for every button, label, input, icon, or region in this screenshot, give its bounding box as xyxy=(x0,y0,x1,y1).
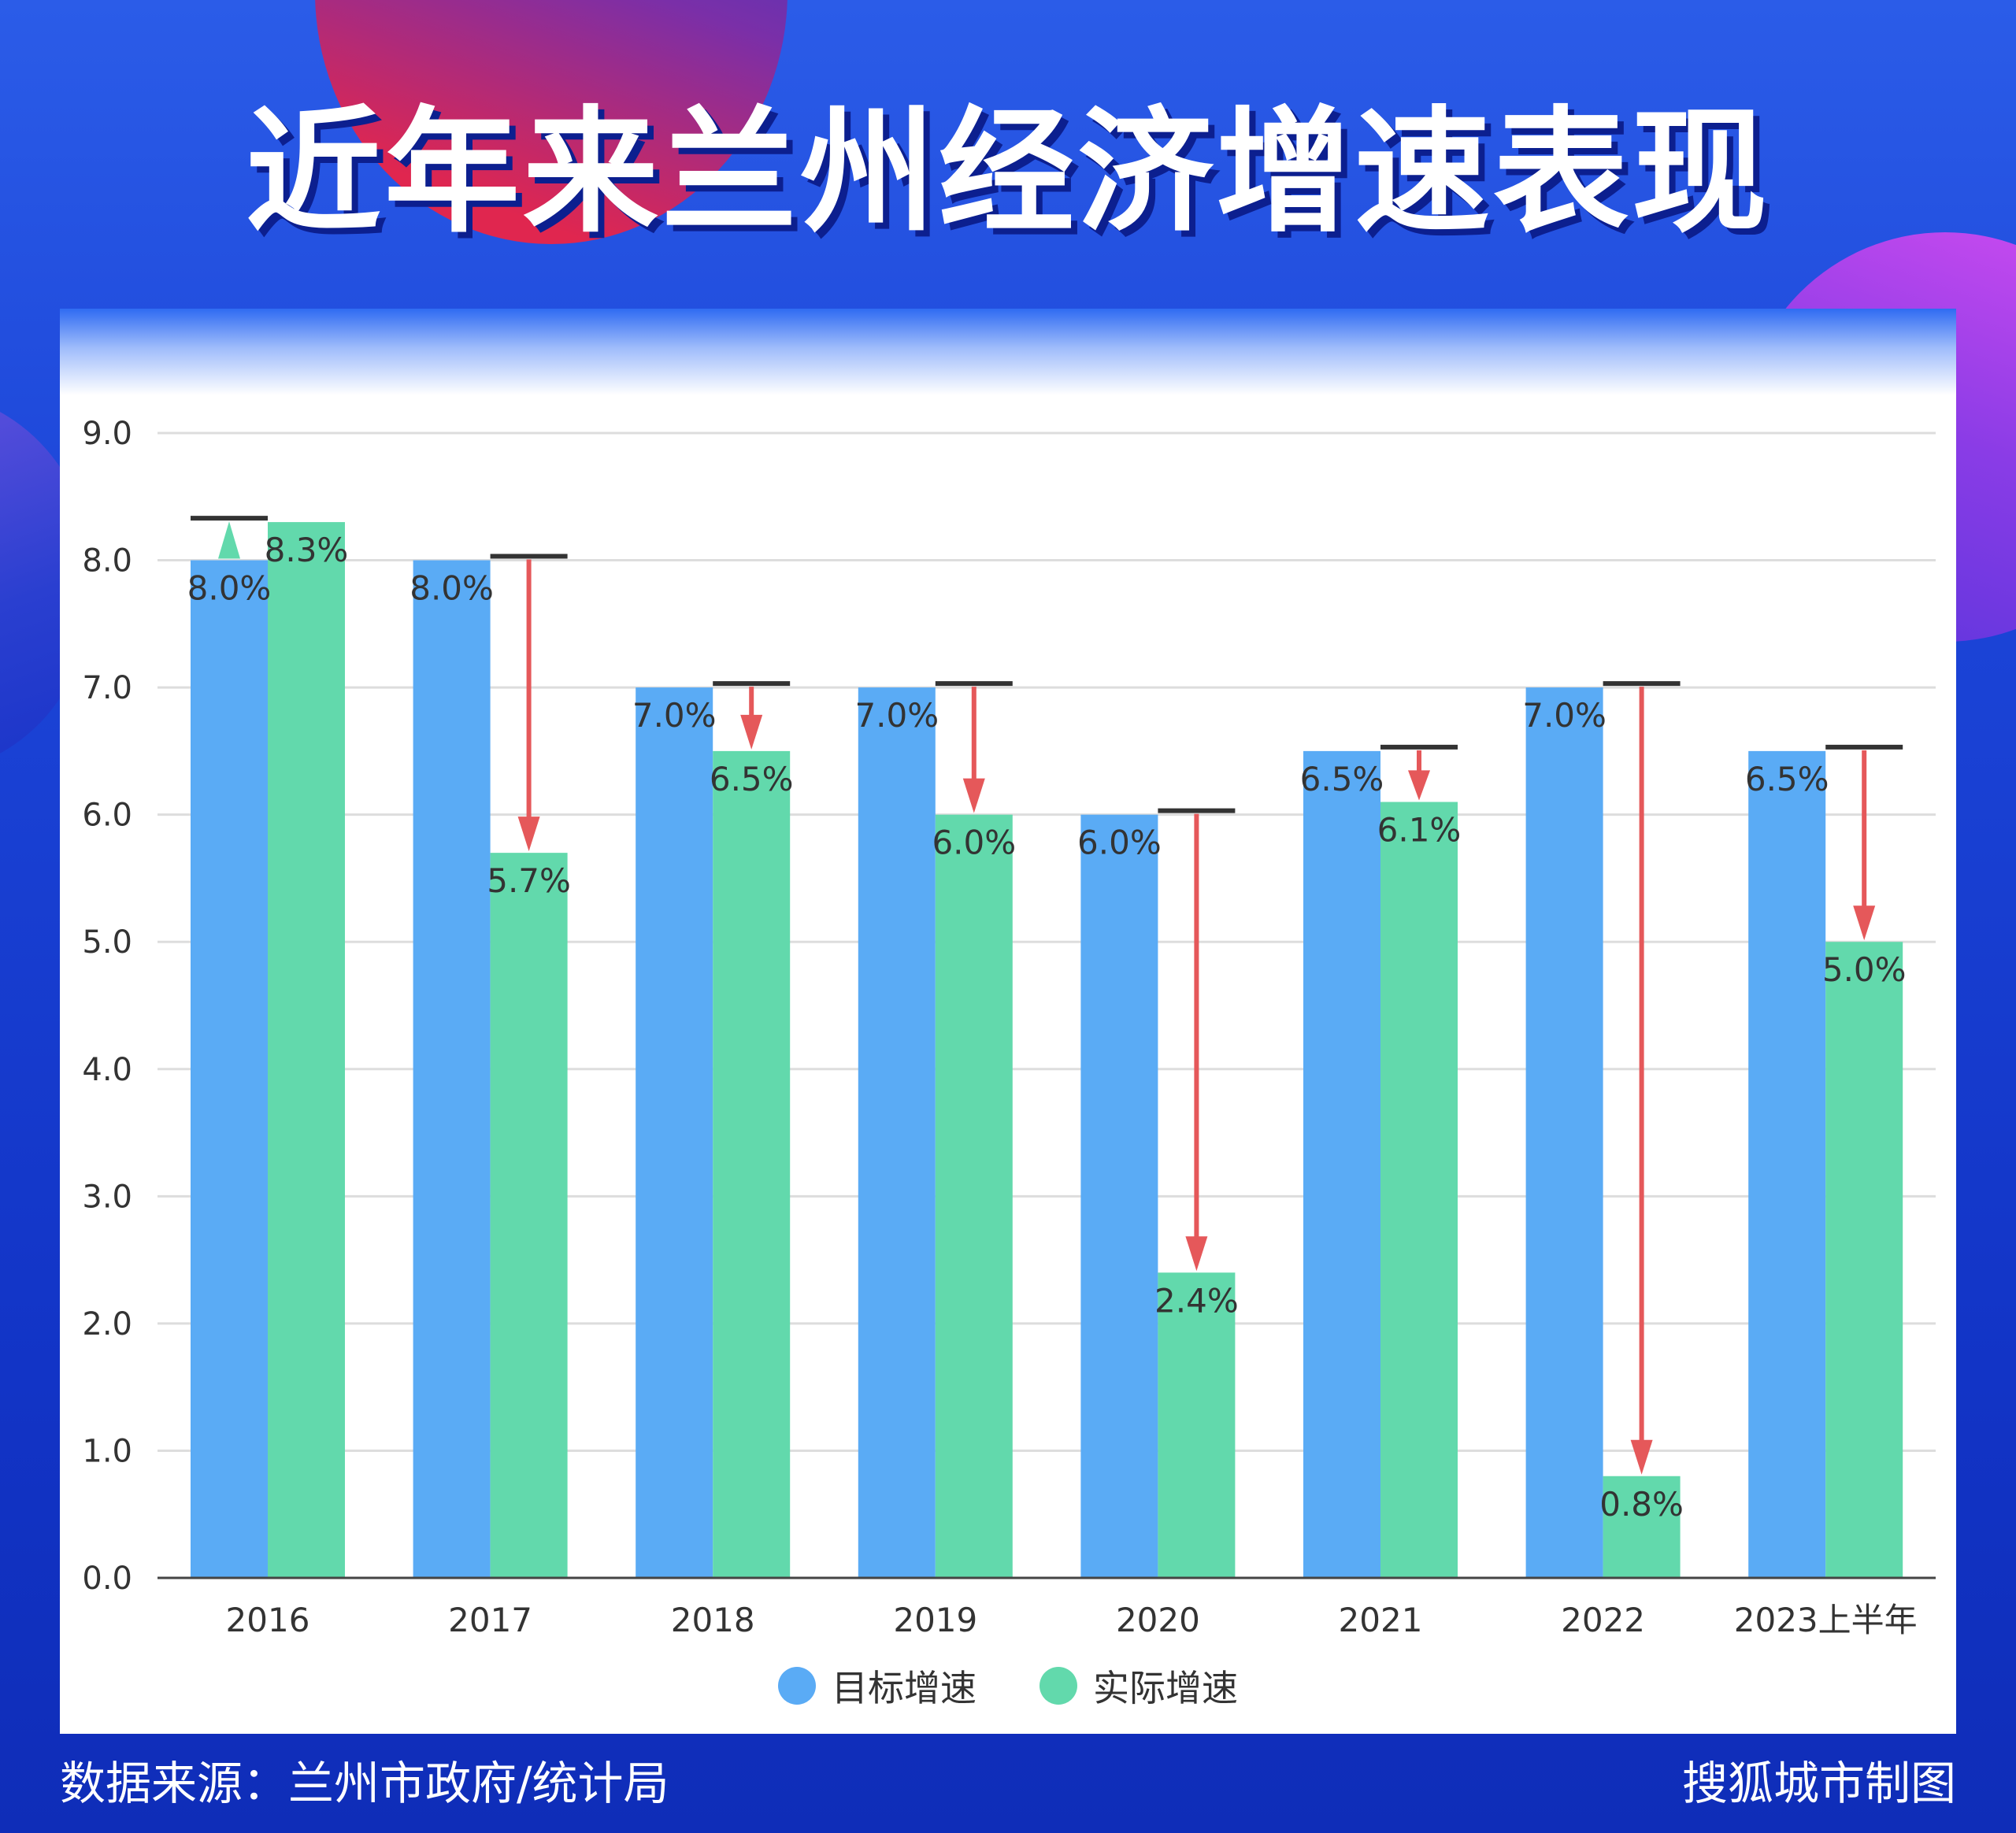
x-tick-label: 2018 xyxy=(671,1601,755,1639)
legend-label-target: 目标增速 xyxy=(832,1667,976,1709)
x-tick-label: 2019 xyxy=(893,1601,977,1639)
data-label-actual: 5.0% xyxy=(1822,950,1907,989)
data-label-target: 7.0% xyxy=(1522,696,1606,735)
chart-credit: 搜狐城市制图 xyxy=(1681,1757,1956,1810)
bar-target xyxy=(1748,750,1826,1578)
data-label-actual: 2.4% xyxy=(1154,1281,1239,1320)
data-label-target: 7.0% xyxy=(632,696,717,735)
y-tick-label: 5.0 xyxy=(82,924,132,961)
y-tick-label: 3.0 xyxy=(82,1179,132,1215)
bar-actual xyxy=(1825,942,1903,1578)
data-label-actual: 6.1% xyxy=(1377,811,1462,850)
data-label-actual: 5.7% xyxy=(487,861,571,900)
y-tick-label: 7.0 xyxy=(82,670,132,706)
x-tick-label: 2016 xyxy=(226,1601,310,1639)
chart-panel: 0.0 1.0 2.0 3.0 4.0 5.0 6.0 7.0 8.0 9.0 8.0% 8.3% 20… xyxy=(60,309,1956,1734)
bar-actual xyxy=(713,750,791,1578)
bar-target xyxy=(413,560,491,1578)
decline-arrow-head xyxy=(962,778,985,813)
data-label-target: 8.0% xyxy=(187,569,272,608)
bar-actual xyxy=(1158,1272,1236,1578)
y-tick-label: 6.0 xyxy=(82,798,132,834)
bar-actual xyxy=(490,853,568,1578)
x-tick-label: 2017 xyxy=(448,1601,532,1639)
bar-actual xyxy=(1603,1476,1681,1578)
increase-arrow-head xyxy=(218,521,240,559)
data-label-target: 7.0% xyxy=(854,696,939,735)
data-label-target: 8.0% xyxy=(410,569,494,608)
data-label-target: 6.5% xyxy=(1300,760,1384,798)
page-title: 近年来兰州经济增速表现 xyxy=(246,93,1770,251)
x-tick-label: 2023上半年 xyxy=(1734,1601,1918,1639)
bar-actual xyxy=(1380,802,1458,1578)
bar-target xyxy=(191,560,268,1578)
y-tick-label: 8.0 xyxy=(82,543,132,580)
chart-legend: 目标增速 实际增速 xyxy=(0,1660,2016,1712)
y-tick-label: 4.0 xyxy=(82,1052,132,1088)
bar-target xyxy=(1080,814,1158,1578)
bar-chart: 0.01.02.03.04.05.06.07.08.09.08.0%8.3%20… xyxy=(82,416,1936,1639)
data-label-target: 6.0% xyxy=(1077,824,1162,862)
bar-target xyxy=(1525,687,1603,1578)
data-label-actual: 8.3% xyxy=(265,531,349,569)
x-tick-label: 2020 xyxy=(1116,1601,1200,1639)
data-label-actual: 6.5% xyxy=(710,760,794,798)
decline-arrow-head xyxy=(1185,1236,1208,1272)
y-tick-label: 9.0 xyxy=(82,416,132,452)
data-label-actual: 6.0% xyxy=(932,824,1016,862)
bar-target xyxy=(1303,750,1380,1578)
legend-item-actual: 实际增速 xyxy=(1040,1660,1238,1712)
y-tick-label: 0.0 xyxy=(82,1561,132,1597)
x-tick-label: 2021 xyxy=(1339,1601,1423,1639)
legend-swatch-actual xyxy=(1040,1667,1077,1705)
legend-item-target: 目标增速 xyxy=(778,1660,976,1712)
bar-actual xyxy=(935,814,1013,1578)
decline-arrow-head xyxy=(1853,905,1876,941)
y-tick-label: 2.0 xyxy=(82,1306,132,1342)
bar-actual xyxy=(268,522,345,1578)
decline-arrow-head xyxy=(1630,1439,1653,1475)
legend-swatch-target xyxy=(778,1667,816,1705)
decline-arrow-head xyxy=(1408,770,1430,801)
data-source: 数据来源：兰州市政府/统计局 xyxy=(60,1757,669,1810)
bar-target xyxy=(636,687,713,1578)
decline-arrow-head xyxy=(517,817,540,852)
data-label-target: 6.5% xyxy=(1745,760,1829,798)
decline-arrow-head xyxy=(740,714,763,750)
y-tick-label: 1.0 xyxy=(82,1433,132,1469)
legend-label-actual: 实际增速 xyxy=(1093,1667,1238,1709)
bar-target xyxy=(858,687,936,1578)
x-tick-label: 2022 xyxy=(1561,1601,1645,1639)
data-label-actual: 0.8% xyxy=(1599,1485,1684,1524)
